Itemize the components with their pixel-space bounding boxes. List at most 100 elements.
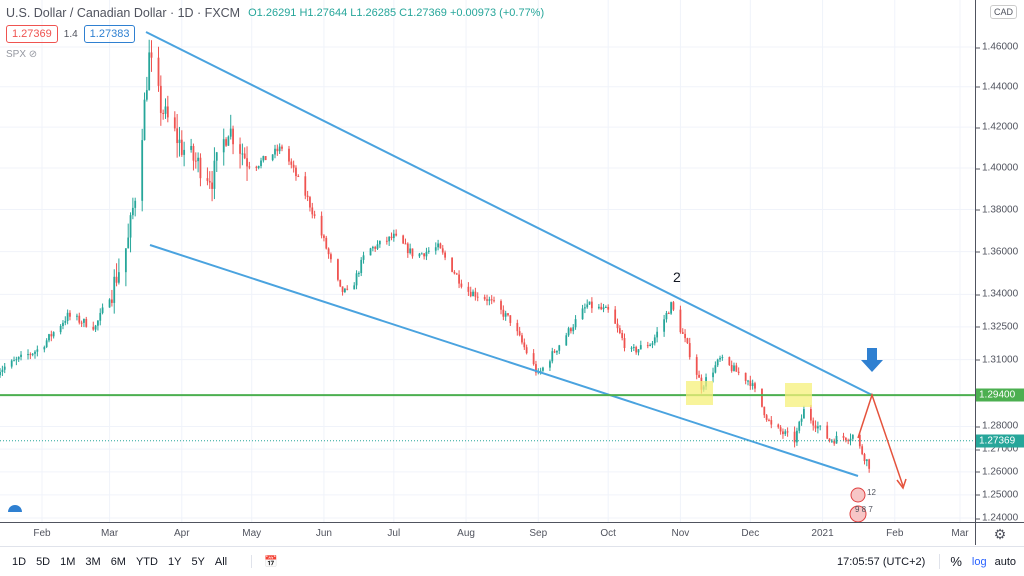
candle-body [504,313,507,317]
price-tick: 1.34000 [975,288,1019,300]
range-button-6m[interactable]: 6M [110,555,126,568]
percent-toggle[interactable]: % [939,554,962,569]
candle-body [69,312,71,317]
candle-body [376,244,379,249]
candle-body [719,357,721,360]
candle-body [768,419,770,421]
time-axis[interactable]: Feb Mar Apr May Jun Jul Aug Sep Oct Nov Dec 2021 Feb… [0,522,975,545]
candle-body [460,283,463,287]
candle-body [728,357,731,366]
time-tick: Mar [100,528,119,539]
candle-body [239,144,241,154]
candle-body [588,301,591,305]
candle-body [754,383,756,389]
candle-body [45,340,48,348]
candle-body [784,431,787,435]
auto-toggle[interactable]: auto [994,555,1016,568]
candle-body [793,431,796,443]
candle-body [842,435,845,438]
candle-body [295,167,297,177]
sell-button[interactable]: 1.27369 [6,25,58,43]
range-button-1y[interactable]: 1Y [167,555,182,568]
candle-body [698,374,700,378]
range-button-ytd[interactable]: YTD [135,555,158,568]
range-button-all[interactable]: All [214,555,228,568]
candle-body [143,99,146,141]
candle-body [632,347,635,349]
currency-badge[interactable]: CAD [990,5,1018,19]
buy-button[interactable]: 1.27383 [83,25,136,43]
range-button-5d[interactable]: 5D [36,555,51,568]
range-button-1m[interactable]: 1M [60,555,76,568]
candle-body [190,145,193,150]
price-chart[interactable]: 2 12 9 8 7 [0,0,975,522]
candle-body [162,112,165,114]
indicator-label[interactable]: SPX [6,49,27,60]
candle-body [455,273,458,275]
candle-body [602,307,605,310]
candle-body [1,369,4,373]
candle-body [427,250,430,252]
upper-trendline [145,31,873,396]
candle-body [274,148,276,155]
candle-body [115,276,118,283]
candle-body [500,301,502,310]
candle-body [507,313,509,316]
candle-body [337,259,339,280]
candle-body [339,279,342,287]
time-tick: Apr [174,528,190,539]
candle-body [472,291,474,297]
candle-body [369,248,372,256]
candle-body [747,380,749,382]
clock[interactable]: 17:05:57 (UTC+2) [836,555,926,568]
range-button-1d[interactable]: 1D [12,555,27,568]
candle-body [814,425,817,429]
candle-body [667,313,670,315]
candle-body [325,237,328,249]
candle-body [604,306,607,308]
candle-body [434,247,437,251]
candle-body [539,370,542,372]
candle-body [66,312,69,321]
candle-body [630,347,633,349]
candle-body [134,200,137,208]
candle-body [108,299,111,308]
candle-body [868,459,871,469]
candle-body [241,153,244,155]
highlight-box [785,383,812,407]
candle-body [166,106,169,118]
candle-body [863,454,866,462]
date-range-icon[interactable]: 📅 [251,555,278,568]
candle-body [488,299,491,301]
candle-body [730,365,733,371]
price-tick: 1.44000 [975,81,1019,93]
range-button-3m[interactable]: 3M [85,555,101,568]
candle-body [651,343,654,345]
candle-body [733,365,735,371]
candle-body [518,331,521,336]
time-tick: Dec [741,528,760,539]
price-tick: 1.28000 [975,420,1019,432]
candle-body [43,347,46,350]
price-axis[interactable]: CAD 1.46000 1.44000 1.42000 1.40000 1.38000 1… [975,0,1024,524]
range-button-5y[interactable]: 5Y [191,555,205,568]
candle-body [271,154,274,161]
candle-body [423,253,426,257]
candle-body [327,248,330,255]
candle-body [124,248,127,273]
candle-body [101,307,104,313]
candle-body [346,288,349,290]
hidden-eye-icon[interactable]: ⊘ [28,49,38,60]
candle-body [553,351,556,353]
settings-gear-icon[interactable]: ⚙ [975,522,1024,545]
candle-body [469,291,472,297]
event-icon [850,487,866,503]
symbol-title[interactable]: U.S. Dollar / Canadian Dollar · 1D · FXC… [6,6,241,20]
candle-body [810,409,812,421]
price-tick: 1.36000 [975,246,1019,258]
candle-body [320,215,323,236]
candle-body [770,420,773,425]
candle-body [749,380,752,387]
candle-body [684,333,686,339]
log-toggle[interactable]: log [971,555,987,568]
